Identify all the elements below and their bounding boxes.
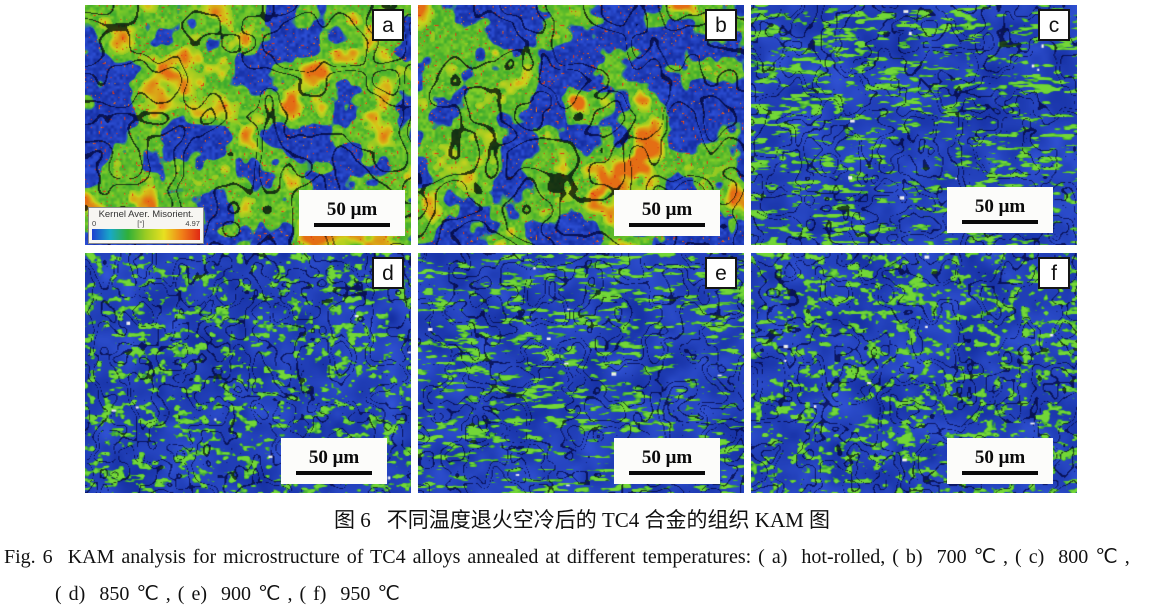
scale-bar: 50 μm [614,438,720,484]
scale-bar-label: 50 μm [326,198,378,220]
legend-min-tick: 0 [92,219,97,228]
caption-english-line2: ( d) 850 ℃ , ( e) 900 ℃ , ( f) 950 ℃ [55,581,1155,608]
scale-bar-line [962,470,1038,475]
panel-e: e 50 μm [418,253,744,493]
scale-bar: 50 μm [299,190,405,236]
scale-bar-line [629,470,705,475]
figure-grid: a 50 μm b 50 μm c 50 μm d 50 μm [85,5,1077,493]
scale-bar-line [629,222,705,227]
scale-bar-label: 50 μm [308,446,360,468]
caption-chinese-figure-number: 图 6 [333,508,371,532]
panel-b: b 50 μm [418,5,744,245]
scale-bar-label: 50 μm [974,195,1026,217]
caption-chinese: 图 6 不同温度退火空冷后的 TC4 合金的组织 KAM 图 [0,506,1164,534]
panel-label: a [372,9,404,41]
legend-title: Kernel Aver. Misorient. [98,209,194,220]
scale-bar: 50 μm [947,187,1053,233]
panel-c: c 50 μm [751,5,1077,245]
legend-max-tick: 4.97 [185,219,200,228]
legend-ticks: 0 [°] 4.97 [92,220,200,228]
scale-bar: 50 μm [281,438,387,484]
panel-label: f [1038,257,1070,289]
legend-colorbar [92,229,200,240]
panel-f: f 50 μm [751,253,1077,493]
caption-english-figure-number: Fig. 6 [4,546,53,568]
scale-bar-label: 50 μm [641,446,693,468]
caption-english-text-line1: KAM analysis for microstructure of TC4 a… [67,546,1130,568]
panel-label: c [1038,9,1070,41]
panel-label: b [705,9,737,41]
caption-english-line1: Fig. 6 KAM analysis for microstructure of… [4,544,1162,571]
panel-a: a 50 μm [85,5,411,245]
legend-unit-label: [°] [137,219,145,228]
scale-bar-line [314,222,390,227]
scale-bar-line [296,470,372,475]
panel-label: d [372,257,404,289]
scale-bar: 50 μm [947,438,1053,484]
panel-d: d 50 μm [85,253,411,493]
kam-legend: Kernel Aver. Misorient. 0 [°] 4.97 [88,207,204,244]
scale-bar-label: 50 μm [974,446,1026,468]
scale-bar-line [962,219,1038,224]
panel-label: e [705,257,737,289]
caption-chinese-text: 不同温度退火空冷后的 TC4 合金的组织 KAM 图 [386,508,831,532]
scale-bar: 50 μm [614,190,720,236]
caption-english-text-line2: ( d) 850 ℃ , ( e) 900 ℃ , ( f) 950 ℃ [55,583,400,605]
scale-bar-label: 50 μm [641,198,693,220]
